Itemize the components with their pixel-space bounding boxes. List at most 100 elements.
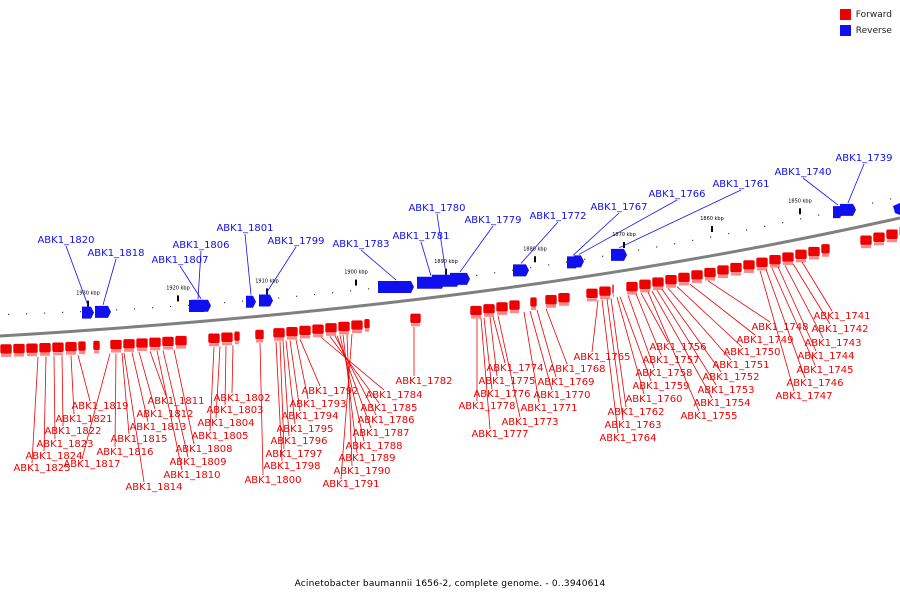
- reverse-gene-label[interactable]: ABK1_1807: [151, 255, 208, 266]
- forward-gene-arrow[interactable]: [363, 318, 371, 329]
- forward-gene-label[interactable]: ABK1_1796: [270, 436, 327, 447]
- forward-gene-label[interactable]: ABK1_1774: [486, 363, 543, 374]
- forward-gene-label[interactable]: ABK1_1755: [680, 411, 737, 422]
- forward-gene-label[interactable]: ABK1_1790: [333, 466, 390, 477]
- forward-gene-label[interactable]: ABK1_1811: [147, 396, 204, 407]
- forward-gene-arrow[interactable]: [311, 323, 325, 335]
- reverse-gene-arrow[interactable]: [574, 255, 584, 268]
- forward-gene-label[interactable]: ABK1_1793: [289, 399, 346, 410]
- forward-gene-label[interactable]: ABK1_1792: [301, 386, 358, 397]
- reverse-gene-label[interactable]: ABK1_1739: [835, 153, 892, 164]
- forward-gene-arrow[interactable]: [585, 287, 599, 299]
- reverse-gene-label[interactable]: ABK1_1740: [774, 167, 831, 178]
- forward-gene-arrow[interactable]: [350, 319, 364, 331]
- forward-gene-arrow[interactable]: [233, 330, 241, 342]
- forward-gene-arrow[interactable]: [220, 331, 234, 343]
- reverse-gene-label[interactable]: ABK1_1806: [172, 240, 229, 251]
- forward-gene-label[interactable]: ABK1_1786: [357, 415, 414, 426]
- forward-gene-label[interactable]: ABK1_1817: [63, 459, 120, 470]
- forward-gene-label[interactable]: ABK1_1787: [352, 428, 409, 439]
- forward-gene-label[interactable]: ABK1_1804: [197, 418, 254, 429]
- forward-gene-arrow[interactable]: [135, 337, 149, 349]
- forward-gene-label[interactable]: ABK1_1815: [110, 434, 167, 445]
- reverse-gene-label[interactable]: ABK1_1780: [408, 203, 465, 214]
- forward-gene-label[interactable]: ABK1_1785: [360, 403, 417, 414]
- reverse-gene-label[interactable]: ABK1_1820: [37, 235, 94, 246]
- reverse-gene-label[interactable]: ABK1_1761: [712, 179, 769, 190]
- forward-gene-label[interactable]: ABK1_1757: [642, 355, 699, 366]
- forward-gene-label[interactable]: ABK1_1768: [548, 364, 605, 375]
- forward-gene-label[interactable]: ABK1_1805: [191, 431, 248, 442]
- forward-gene-arrow[interactable]: [794, 249, 808, 260]
- forward-gene-arrow[interactable]: [781, 251, 795, 263]
- forward-gene-arrow[interactable]: [12, 343, 26, 354]
- forward-gene-label[interactable]: ABK1_1789: [338, 453, 395, 464]
- forward-gene-label[interactable]: ABK1_1748: [751, 322, 808, 333]
- forward-gene-arrow[interactable]: [64, 341, 78, 353]
- forward-gene-label[interactable]: ABK1_1823: [36, 439, 93, 450]
- forward-gene-arrow[interactable]: [272, 327, 286, 339]
- reverse-gene-arrow[interactable]: [378, 280, 414, 293]
- forward-gene-arrow[interactable]: [768, 254, 782, 266]
- forward-gene-label[interactable]: ABK1_1812: [136, 409, 193, 420]
- forward-gene-label[interactable]: ABK1_1745: [796, 365, 853, 376]
- forward-gene-label[interactable]: ABK1_1764: [599, 433, 656, 444]
- forward-gene-label[interactable]: ABK1_1756: [649, 342, 706, 353]
- forward-gene-label[interactable]: ABK1_1825: [13, 463, 70, 474]
- forward-gene-arrow[interactable]: [755, 257, 769, 268]
- forward-gene-label[interactable]: ABK1_1800: [244, 475, 301, 486]
- forward-gene-label[interactable]: ABK1_1754: [693, 398, 750, 409]
- forward-gene-arrow[interactable]: [337, 321, 351, 332]
- forward-gene-label[interactable]: ABK1_1788: [345, 441, 402, 452]
- forward-gene-label[interactable]: ABK1_1824: [25, 451, 82, 462]
- forward-gene-arrow[interactable]: [148, 337, 162, 348]
- forward-gene-arrow[interactable]: [508, 299, 521, 311]
- reverse-gene-arrow[interactable]: [95, 305, 111, 318]
- forward-gene-arrow[interactable]: [0, 343, 13, 355]
- forward-gene-label[interactable]: ABK1_1762: [607, 407, 664, 418]
- forward-gene-arrow[interactable]: [207, 332, 221, 344]
- forward-gene-arrow[interactable]: [51, 341, 65, 353]
- forward-gene-arrow[interactable]: [285, 326, 299, 337]
- forward-gene-arrow[interactable]: [690, 269, 704, 281]
- forward-gene-label[interactable]: ABK1_1743: [804, 338, 861, 349]
- forward-gene-label[interactable]: ABK1_1778: [458, 401, 515, 412]
- forward-gene-label[interactable]: ABK1_1777: [471, 429, 528, 440]
- forward-gene-label[interactable]: ABK1_1769: [537, 377, 594, 388]
- forward-gene-arrow[interactable]: [92, 340, 101, 351]
- forward-gene-label[interactable]: ABK1_1742: [811, 324, 868, 335]
- forward-gene-arrow[interactable]: [254, 329, 265, 340]
- forward-gene-arrow[interactable]: [625, 281, 639, 292]
- reverse-gene-label[interactable]: ABK1_1772: [529, 211, 586, 222]
- forward-gene-label[interactable]: ABK1_1763: [604, 420, 661, 431]
- forward-gene-arrow[interactable]: [677, 272, 691, 283]
- forward-gene-label[interactable]: ABK1_1819: [71, 401, 128, 412]
- forward-gene-arrow[interactable]: [174, 335, 188, 346]
- reverse-gene-label[interactable]: ABK1_1818: [87, 248, 144, 259]
- forward-gene-arrow[interactable]: [38, 342, 52, 354]
- reverse-gene-arrow[interactable]: [450, 272, 470, 285]
- forward-gene-arrow[interactable]: [598, 285, 612, 297]
- forward-gene-arrow[interactable]: [664, 274, 678, 286]
- forward-gene-label[interactable]: ABK1_1760: [625, 394, 682, 405]
- reverse-gene-label[interactable]: ABK1_1801: [216, 223, 273, 234]
- forward-gene-arrow[interactable]: [807, 246, 821, 257]
- forward-gene-label[interactable]: ABK1_1798: [263, 461, 320, 472]
- reverse-gene-label[interactable]: ABK1_1779: [464, 215, 521, 226]
- forward-gene-label[interactable]: ABK1_1813: [129, 422, 186, 433]
- forward-gene-label[interactable]: ABK1_1809: [169, 457, 226, 468]
- forward-gene-arrow[interactable]: [638, 279, 652, 290]
- forward-gene-label[interactable]: ABK1_1794: [281, 411, 338, 422]
- forward-gene-label[interactable]: ABK1_1752: [702, 372, 759, 383]
- forward-gene-label[interactable]: ABK1_1814: [125, 482, 182, 493]
- forward-gene-arrow[interactable]: [298, 325, 312, 336]
- reverse-gene-arrow[interactable]: [82, 306, 94, 319]
- forward-gene-label[interactable]: ABK1_1775: [478, 376, 535, 387]
- forward-gene-arrow[interactable]: [109, 339, 123, 350]
- forward-gene-label[interactable]: ABK1_1751: [712, 360, 769, 371]
- forward-gene-arrow[interactable]: [729, 262, 743, 273]
- forward-gene-arrow[interactable]: [703, 267, 717, 278]
- forward-gene-label[interactable]: ABK1_1749: [736, 335, 793, 346]
- reverse-gene-label[interactable]: ABK1_1781: [392, 231, 449, 242]
- forward-gene-label[interactable]: ABK1_1741: [813, 311, 870, 322]
